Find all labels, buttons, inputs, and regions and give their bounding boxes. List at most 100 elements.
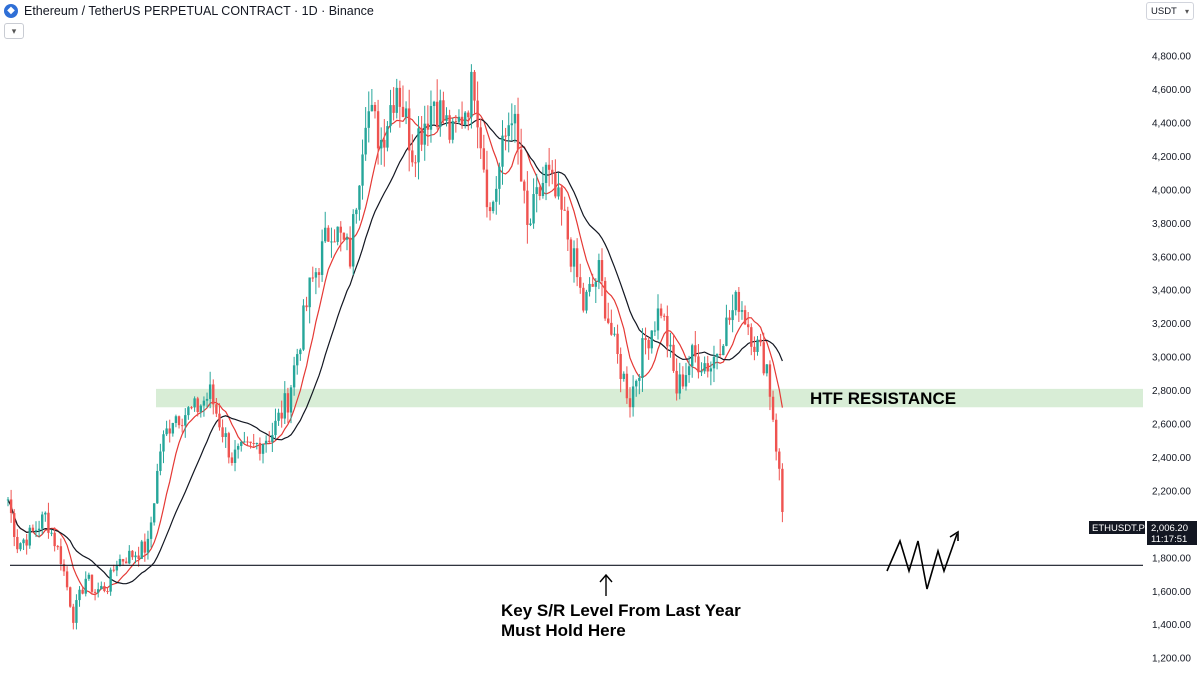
candle-body	[348, 237, 352, 267]
candle-body	[327, 227, 330, 242]
candle-body	[165, 428, 168, 435]
candle-body	[177, 416, 181, 426]
candle-body	[491, 201, 495, 212]
price-tick-label: 2,200.00	[1152, 486, 1191, 497]
candle-body	[414, 162, 417, 164]
ethereum-logo-icon[interactable]: ◆	[4, 4, 18, 18]
projection-zigzag-arrow-icon	[886, 530, 959, 590]
price-tick-label: 1,400.00	[1152, 620, 1191, 631]
last-price-value: 2,006.20	[1151, 523, 1188, 534]
candle-body	[28, 527, 31, 546]
candle-body	[193, 398, 196, 408]
collapse-chevron-icon[interactable]: ▾	[4, 23, 24, 39]
candle-body	[560, 187, 563, 210]
candle-body	[112, 569, 115, 571]
support-label-line2: Must Hold Here	[501, 621, 626, 640]
candle-body	[678, 374, 681, 394]
candle-body	[392, 105, 395, 113]
candle-body	[386, 126, 389, 148]
candle-body	[467, 112, 470, 118]
support-arrow-icon	[599, 573, 613, 596]
candle-body	[504, 135, 507, 137]
candle-body	[616, 333, 619, 355]
price-tick-label: 4,200.00	[1152, 152, 1191, 163]
candle-body	[53, 532, 56, 547]
candle-body	[743, 310, 747, 325]
candle-body	[184, 415, 187, 426]
chart-header: ◆ Ethereum / TetherUS PERPETUAL CONTRACT…	[0, 0, 374, 22]
candle-body	[398, 87, 402, 107]
candle-body	[669, 344, 672, 347]
price-tick-label: 3,600.00	[1152, 252, 1191, 263]
candle-body	[541, 182, 545, 197]
candle-body	[715, 353, 719, 357]
candle-body	[311, 277, 314, 279]
candle-body	[454, 121, 458, 123]
candle-body	[538, 187, 542, 197]
candle-body	[781, 468, 784, 512]
candle-body	[718, 353, 722, 356]
candle-body	[355, 209, 358, 215]
candle-body	[638, 378, 641, 381]
candle-body	[187, 407, 190, 416]
chart-title: Ethereum / TetherUS PERPETUAL CONTRACT ·…	[24, 4, 374, 18]
candle-body	[432, 101, 436, 107]
moving-average-layer	[7, 111, 783, 596]
candle-body	[152, 503, 156, 523]
candle-body	[9, 499, 13, 514]
candle-body	[41, 514, 44, 529]
countdown-timer: 11:17:51	[1151, 534, 1187, 545]
candle-body	[619, 354, 622, 379]
candle-body	[672, 344, 675, 371]
candle-body	[516, 113, 520, 150]
candle-body	[339, 226, 342, 233]
candle-body	[697, 356, 700, 373]
candle-body	[712, 356, 716, 369]
candle-body	[168, 428, 171, 434]
candle-body	[644, 338, 647, 340]
price-tick-label: 2,800.00	[1152, 386, 1191, 397]
candle-body	[628, 398, 632, 408]
candle-body	[320, 241, 324, 275]
candle-body	[56, 546, 59, 548]
candle-body	[551, 169, 554, 174]
candle-body	[115, 565, 119, 571]
candle-body	[180, 425, 184, 427]
candle-body	[501, 135, 504, 167]
candle-body	[473, 71, 476, 101]
candle-body	[404, 108, 408, 118]
candle-body	[358, 185, 361, 210]
candle-body	[283, 393, 286, 419]
candle-body	[37, 528, 41, 531]
candle-body	[407, 108, 411, 151]
candle-body	[196, 398, 199, 413]
candle-body	[700, 371, 703, 373]
candle-body	[268, 440, 271, 442]
candle-body	[106, 591, 109, 593]
candle-body	[65, 571, 69, 588]
candle-body	[72, 606, 75, 623]
price-tick-label: 4,000.00	[1152, 185, 1191, 196]
candle-body	[103, 585, 106, 592]
candle-body	[389, 105, 392, 127]
candle-body	[594, 282, 597, 287]
candle-body	[212, 384, 215, 405]
candle-body	[411, 150, 414, 163]
candlestick-series	[6, 64, 784, 630]
resistance-zone	[156, 388, 1143, 408]
currency-selector[interactable]: USDT ▾	[1146, 2, 1194, 20]
candle-body	[109, 569, 112, 592]
candle-body	[417, 128, 420, 163]
candle-body	[230, 457, 234, 463]
candle-body	[47, 512, 50, 533]
candle-body	[292, 365, 296, 388]
candle-body	[460, 116, 464, 125]
price-tick-label: 1,600.00	[1152, 587, 1191, 598]
candle-body	[361, 154, 364, 186]
candle-body	[224, 433, 227, 437]
price-axis[interactable]: 4,800.00 4,600.00 4,400.00 4,200.00 4,000.00…	[1152, 52, 1191, 665]
candle-body	[221, 427, 224, 437]
candle-body	[476, 100, 479, 128]
support-label-line1: Key S/R Level From Last Year	[501, 601, 741, 620]
